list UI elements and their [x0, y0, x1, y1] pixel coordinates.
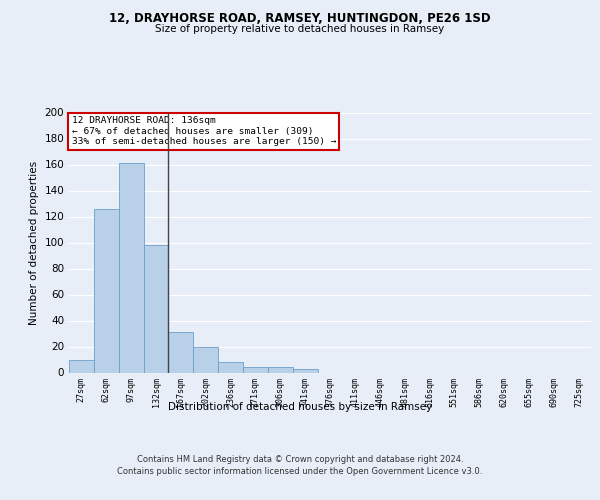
Text: 12, DRAYHORSE ROAD, RAMSEY, HUNTINGDON, PE26 1SD: 12, DRAYHORSE ROAD, RAMSEY, HUNTINGDON, … [109, 12, 491, 26]
Bar [293, 368, 317, 372]
Y-axis label: Number of detached properties: Number of detached properties [29, 160, 39, 324]
Bar [243, 368, 268, 372]
Bar [143, 245, 169, 372]
Bar [119, 163, 143, 372]
Bar [94, 208, 119, 372]
Text: Contains public sector information licensed under the Open Government Licence v3: Contains public sector information licen… [118, 468, 482, 476]
Bar [218, 362, 243, 372]
Text: 12 DRAYHORSE ROAD: 136sqm
← 67% of detached houses are smaller (309)
33% of semi: 12 DRAYHORSE ROAD: 136sqm ← 67% of detac… [71, 116, 336, 146]
Text: Contains HM Land Registry data © Crown copyright and database right 2024.: Contains HM Land Registry data © Crown c… [137, 455, 463, 464]
Text: Size of property relative to detached houses in Ramsey: Size of property relative to detached ho… [155, 24, 445, 34]
Bar [193, 346, 218, 372]
Bar [268, 368, 293, 372]
Bar [69, 360, 94, 372]
Bar [169, 332, 193, 372]
Text: Distribution of detached houses by size in Ramsey: Distribution of detached houses by size … [168, 402, 432, 412]
